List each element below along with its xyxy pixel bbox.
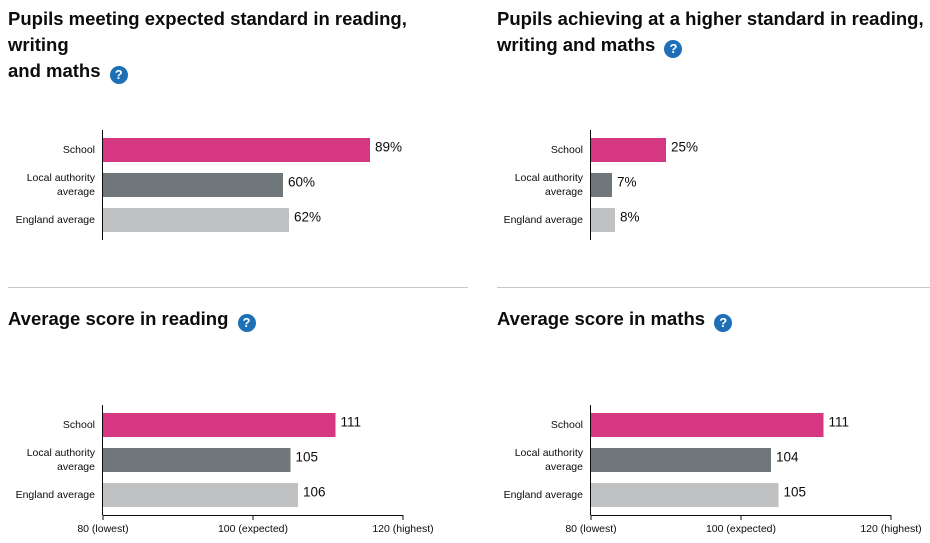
bar-england xyxy=(103,208,289,232)
chart-title: Pupils achieving at a higher standard in… xyxy=(497,6,930,58)
x-tick-label: 100 (expected) xyxy=(218,523,288,535)
x-tick-label: 80 (lowest) xyxy=(77,523,128,535)
bar-england xyxy=(591,208,615,232)
help-icon[interactable]: ? xyxy=(237,314,256,332)
category-label-school: School xyxy=(551,419,583,431)
category-label-school: School xyxy=(63,144,95,156)
value-label-school: 111 xyxy=(829,415,850,430)
bar-chart: 111 School 104 Local authority average 105 Eng… xyxy=(504,405,922,535)
bar-school xyxy=(591,413,824,437)
value-label-england: 8% xyxy=(620,210,640,225)
category-label-local-authority: average xyxy=(57,461,95,473)
bar-school xyxy=(103,413,336,437)
help-icon[interactable]: ? xyxy=(109,66,128,84)
value-label-local-authority: 105 xyxy=(296,450,319,465)
bar-school xyxy=(591,138,666,162)
value-label-local-authority: 7% xyxy=(617,175,637,190)
x-tick-label: 120 (highest) xyxy=(372,523,433,535)
value-label-england: 62% xyxy=(294,210,321,225)
category-label-local-authority: average xyxy=(545,461,583,473)
x-tick-label: 100 (expected) xyxy=(706,523,776,535)
value-label-local-authority: 104 xyxy=(776,450,799,465)
bar-england xyxy=(591,483,779,507)
chart-title: Average score in reading ? xyxy=(8,306,463,332)
category-label-england: England average xyxy=(16,489,96,501)
help-icon[interactable]: ? xyxy=(664,40,683,58)
category-label-local-authority: Local authority xyxy=(27,172,96,184)
chart-title-line-1: Average score in maths xyxy=(497,308,706,329)
divider xyxy=(497,287,930,288)
category-label-school: School xyxy=(551,144,583,156)
x-tick-label: 120 (highest) xyxy=(860,523,921,535)
chart-title-line-1: Pupils meeting expected standard in read… xyxy=(8,8,407,55)
category-label-england: England average xyxy=(504,214,584,226)
category-label-local-authority: Local authority xyxy=(515,447,584,459)
bar-local-authority xyxy=(103,448,291,472)
chart-title: Pupils meeting expected standard in read… xyxy=(8,6,463,84)
divider xyxy=(8,287,468,288)
category-label-england: England average xyxy=(16,214,96,226)
value-label-local-authority: 60% xyxy=(288,175,315,190)
value-label-england: 106 xyxy=(303,485,326,500)
value-label-school: 89% xyxy=(375,140,402,155)
category-label-local-authority: Local authority xyxy=(27,447,96,459)
bar-chart: 25% School 7% Local authority average 8% Engla… xyxy=(504,130,698,240)
chart-title: Average score in maths ? xyxy=(497,306,927,332)
chart-panel-reading-score: Average score in reading ? 111 School 105 L… xyxy=(0,290,465,543)
value-label-school: 25% xyxy=(671,140,698,155)
chart-title-line-1: Average score in reading xyxy=(8,308,229,329)
chart-title-line-1: Pupils achieving at a higher standard in… xyxy=(497,8,924,29)
bar-local-authority xyxy=(591,448,771,472)
bar-local-authority xyxy=(591,173,612,197)
chart-title-line-2: writing and maths xyxy=(497,34,656,55)
chart-panel-maths-score: Average score in maths ? 111 School 104 Loc… xyxy=(488,290,930,543)
category-label-local-authority: average xyxy=(57,186,95,198)
x-tick-label: 80 (lowest) xyxy=(565,523,616,535)
help-icon[interactable]: ? xyxy=(714,314,733,332)
chart-panel-expected-standard: Pupils meeting expected standard in read… xyxy=(0,0,468,290)
bar-chart: 111 School 105 Local authority average 106 Eng… xyxy=(16,405,434,535)
category-label-england: England average xyxy=(504,489,584,501)
category-label-local-authority: average xyxy=(545,186,583,198)
category-label-school: School xyxy=(63,419,95,431)
bar-england xyxy=(103,483,298,507)
chart-title-line-2: and maths xyxy=(8,60,101,81)
value-label-school: 111 xyxy=(341,415,362,430)
chart-panel-higher-standard: Pupils achieving at a higher standard in… xyxy=(488,0,930,290)
bar-chart: 89% School 60% Local authority average 62% Eng… xyxy=(16,130,402,240)
value-label-england: 105 xyxy=(784,485,807,500)
category-label-local-authority: Local authority xyxy=(515,172,584,184)
bar-local-authority xyxy=(103,173,283,197)
bar-school xyxy=(103,138,370,162)
